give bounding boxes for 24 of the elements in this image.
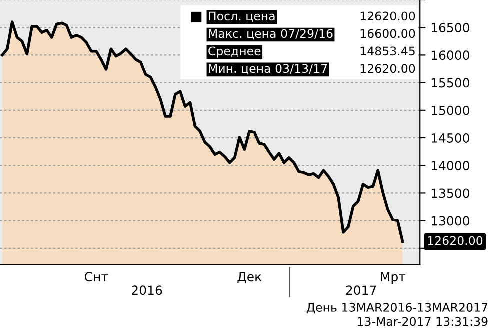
y-tick-label: 16000 xyxy=(432,50,470,60)
y-tick-label: 15000 xyxy=(432,106,470,116)
y-tick-label: 13000 xyxy=(432,216,470,226)
y-tick-label: 16500 xyxy=(432,23,470,33)
x-tick-label: Снт xyxy=(84,272,108,282)
text: 2016 xyxy=(132,286,162,296)
annotation: 12620.00 xyxy=(360,12,416,21)
y-tick-label: 15500 xyxy=(432,78,470,88)
y-tick-label: 14000 xyxy=(432,161,470,171)
annotation: Мин. цена 03/13/17 xyxy=(209,64,328,75)
x-tick-label: Дек xyxy=(238,272,262,284)
x-tick-label: Мрт xyxy=(381,272,406,284)
annotation: 12620.00 xyxy=(360,64,416,74)
annotation: Среднее xyxy=(208,46,261,58)
annotation: 16600.00 xyxy=(360,29,416,38)
annotation: Макс. цена 07/29/16 xyxy=(209,29,333,40)
text: 12620.00 xyxy=(428,236,483,246)
text: 2017 xyxy=(346,286,376,296)
annotation: 14853.45 xyxy=(360,46,415,56)
text: 13-Mar-2017 13:31:39 xyxy=(358,317,488,326)
y-tick-label: 14500 xyxy=(432,133,470,143)
text: День 13MAR2016-13MAR2017 xyxy=(306,303,488,314)
y-tick-label: 13500 xyxy=(432,188,470,198)
annotation: Посл. цена xyxy=(209,12,275,22)
